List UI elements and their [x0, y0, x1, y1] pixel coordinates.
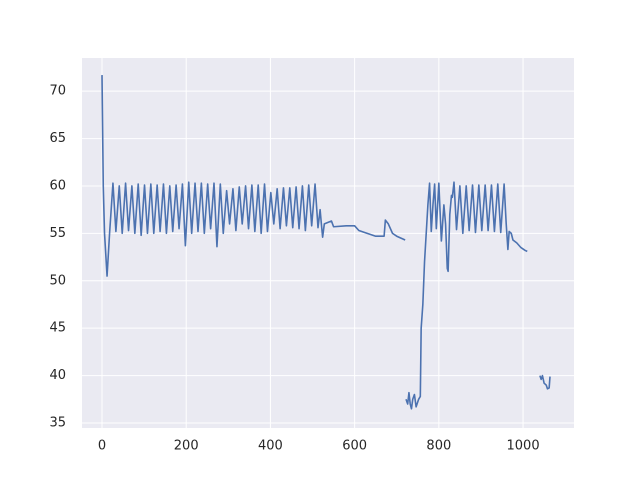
x-tick-label: 600 [342, 439, 367, 454]
data-line [101, 75, 551, 410]
y-tick-label: 65 [49, 131, 66, 146]
x-tick-label: 200 [174, 439, 199, 454]
x-tick-label: 1000 [507, 439, 540, 454]
plot-area [82, 58, 574, 428]
y-tick-label: 55 [49, 226, 66, 241]
y-tick-label: 35 [49, 415, 66, 430]
x-tick-label: 800 [426, 439, 451, 454]
y-tick-label: 60 [49, 178, 66, 193]
y-tick-label: 70 [49, 84, 66, 99]
y-tick-label: 50 [49, 273, 66, 288]
y-tick-label: 45 [49, 321, 66, 336]
y-tick-label: 40 [49, 368, 66, 383]
x-tick-label: 400 [258, 439, 283, 454]
x-tick-label: 0 [98, 439, 106, 454]
